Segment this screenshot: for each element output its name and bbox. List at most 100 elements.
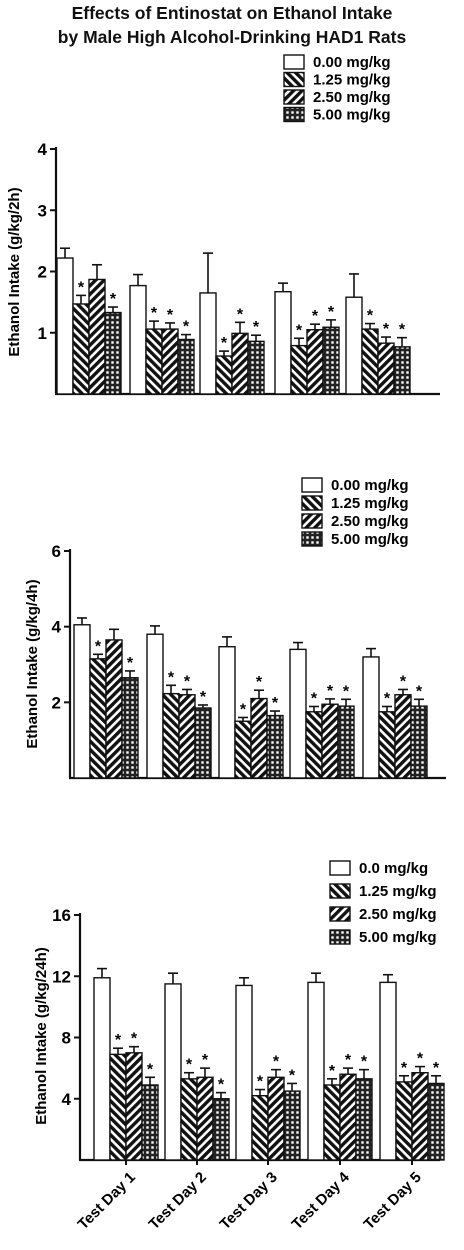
y-tick-label: 4 <box>62 1090 72 1109</box>
bar <box>196 1076 214 1161</box>
bar <box>307 981 325 1161</box>
significance-asterisk: * <box>151 305 158 322</box>
bar <box>235 984 253 1161</box>
significance-asterisk: * <box>200 689 207 706</box>
bar <box>251 1094 269 1161</box>
bar <box>411 1072 429 1161</box>
chart-title-line-1: Effects of Entinostat on Ethanol Intake <box>71 3 393 23</box>
legend-swatch <box>283 71 305 88</box>
significance-asterisk: * <box>186 1057 193 1074</box>
legend-swatch <box>283 54 305 70</box>
significance-asterisk: * <box>311 690 318 707</box>
significance-asterisk: * <box>400 673 407 690</box>
significance-asterisk: * <box>110 291 117 308</box>
significance-asterisk: * <box>218 1077 225 1094</box>
bar <box>177 338 195 395</box>
x-tick-label: Test Day 1 <box>75 1169 139 1233</box>
significance-asterisk: * <box>345 1052 352 1069</box>
bar <box>89 658 107 779</box>
y-tick-label: 3 <box>38 201 47 220</box>
significance-asterisk: * <box>384 690 391 707</box>
bar <box>234 720 252 779</box>
significance-asterisk: * <box>289 1067 296 1084</box>
bar <box>266 714 284 779</box>
bar <box>247 340 265 395</box>
legend-swatch <box>329 906 351 922</box>
bar <box>355 1078 373 1161</box>
bar <box>72 303 90 395</box>
significance-asterisk: * <box>147 1061 154 1078</box>
chart-panel-3: Ethanol Intake (g/kg/24h) 4 8 12 16 * * * * * * * * *… <box>33 860 445 1233</box>
bar <box>345 296 363 395</box>
y-tick-label: 4 <box>52 618 62 637</box>
y-axis-label: Ethanol Intake (g/kg/2h) <box>6 187 23 356</box>
bar <box>164 983 182 1161</box>
bar <box>129 284 147 395</box>
significance-asterisk: * <box>328 304 335 321</box>
bar <box>410 705 428 779</box>
bar <box>178 694 196 779</box>
bar <box>283 1090 301 1161</box>
bar <box>274 291 292 395</box>
legend-label: 5.00 mg/kg <box>313 107 391 124</box>
significance-asterisk: * <box>401 1060 408 1077</box>
y-tick-label: 4 <box>38 140 48 159</box>
legend-swatch <box>301 495 323 511</box>
significance-asterisk: * <box>327 683 334 700</box>
legend-swatch <box>329 860 351 876</box>
significance-asterisk: * <box>95 638 102 655</box>
significance-asterisk: * <box>256 674 263 691</box>
legend-swatch <box>301 513 323 529</box>
legend-label: 0.00 mg/kg <box>331 477 409 494</box>
significance-asterisk: * <box>240 701 247 718</box>
x-tick-label: Test Day 2 <box>146 1169 210 1233</box>
bar <box>125 1052 143 1161</box>
significance-asterisk: * <box>361 1054 368 1071</box>
y-tick-label: 1 <box>38 324 47 343</box>
significance-asterisk: * <box>131 1031 138 1048</box>
bar <box>215 355 233 395</box>
y-axis-label: Ethanol Intake (g/kg/24h) <box>33 947 50 1125</box>
significance-asterisk: * <box>78 279 85 296</box>
bar <box>105 639 123 779</box>
bar <box>362 656 380 779</box>
significance-asterisk: * <box>253 319 260 336</box>
significance-asterisk: * <box>383 321 390 338</box>
y-tick-label: 6 <box>52 542 61 561</box>
legend-swatch <box>301 531 323 547</box>
legend-label: 1.25 mg/kg <box>359 883 437 900</box>
significance-asterisk: * <box>433 1060 440 1077</box>
significance-asterisk: * <box>183 319 190 336</box>
bar <box>337 705 355 779</box>
y-tick-label: 12 <box>52 967 71 986</box>
bar <box>321 703 339 779</box>
x-tick-label: Test Day 5 <box>361 1169 425 1233</box>
significance-asterisk: * <box>273 1054 280 1071</box>
bar <box>250 697 268 779</box>
bar <box>361 328 379 395</box>
bar <box>104 311 122 395</box>
bar <box>290 344 308 395</box>
bar <box>218 646 236 779</box>
bar <box>394 694 412 779</box>
significance-asterisk: * <box>168 669 175 686</box>
bar <box>93 977 111 1161</box>
legend-label: 2.50 mg/kg <box>359 906 437 923</box>
significance-asterisk: * <box>184 673 191 690</box>
bar <box>141 1084 159 1161</box>
significance-asterisk: * <box>296 322 303 339</box>
y-tick-label: 8 <box>62 1029 71 1048</box>
significance-asterisk: * <box>221 335 228 352</box>
legend-swatch <box>329 883 351 899</box>
chart-panel-2: Ethanol Intake (g/kg/4h) 2 4 6 * * * * * * * * * * * * *… <box>24 477 446 780</box>
x-tick-label: Test Day 4 <box>289 1168 354 1233</box>
significance-asterisk: * <box>257 1074 264 1091</box>
bar <box>161 328 179 395</box>
legend-label: 0.0 mg/kg <box>359 860 428 877</box>
y-tick-label: 16 <box>52 906 71 925</box>
bar <box>194 707 212 779</box>
bar <box>145 328 163 395</box>
bar <box>73 624 91 779</box>
significance-asterisk: * <box>272 695 279 712</box>
significance-asterisk: * <box>329 1063 336 1080</box>
